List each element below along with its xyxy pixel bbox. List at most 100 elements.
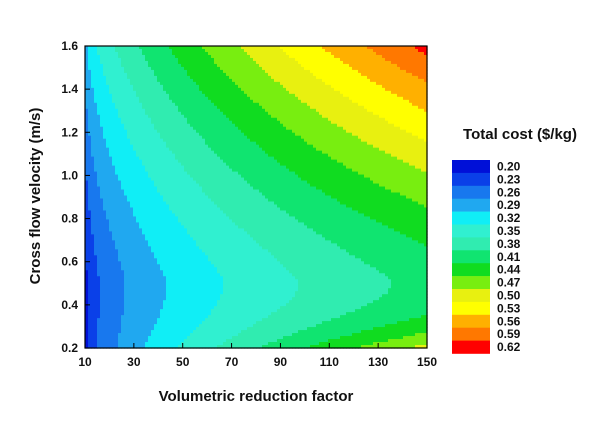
contour-cell [151, 321, 155, 325]
contour-cell [112, 180, 116, 185]
contour-cell [154, 204, 158, 209]
contour-cell [166, 156, 170, 161]
contour-cell [130, 243, 134, 247]
contour-cell [178, 237, 182, 241]
contour-cell [211, 180, 215, 185]
contour-cell [205, 174, 209, 179]
contour-cell [175, 135, 179, 140]
contour-cell [163, 168, 167, 173]
contour-cell [88, 78, 92, 83]
contour-cell [136, 252, 140, 256]
contour-cell [112, 222, 116, 227]
contour-cell [208, 162, 212, 167]
contour-cell [100, 207, 104, 212]
contour-cell [97, 120, 101, 125]
contour-cell [112, 102, 116, 107]
contour-cell [184, 273, 188, 277]
contour-cell [193, 222, 197, 227]
contour-cell [112, 246, 116, 250]
contour-cell [118, 240, 122, 244]
contour-cell [97, 108, 101, 113]
contour-cell [118, 273, 122, 277]
contour-cell [127, 135, 131, 140]
contour-cell [154, 60, 158, 65]
contour-cell [115, 231, 119, 235]
contour-cell [127, 339, 131, 343]
contour-cell [181, 309, 185, 313]
contour-cell [157, 336, 161, 340]
contour-cell [205, 108, 209, 113]
contour-cell [157, 90, 161, 95]
contour-cell [157, 153, 161, 158]
contour-cell [100, 330, 104, 334]
contour-cell [103, 321, 107, 325]
contour-cell [127, 165, 131, 170]
contour-cell [190, 258, 194, 262]
contour-cell [160, 195, 164, 200]
contour-cell [112, 90, 116, 95]
contour-cell [100, 57, 104, 62]
contour-cell [85, 198, 89, 203]
contour-cell [190, 201, 194, 206]
contour-cell [100, 288, 104, 292]
contour-cell [163, 231, 167, 235]
contour-cell [109, 171, 113, 176]
contour-cell [187, 78, 191, 83]
contour-cell [187, 324, 191, 328]
contour-cell [133, 309, 137, 313]
contour-cell [127, 105, 131, 110]
contour-cell [190, 156, 194, 161]
contour-cell [127, 273, 131, 277]
contour-cell [157, 48, 161, 53]
contour-cell [187, 48, 191, 53]
contour-cell [193, 165, 197, 170]
contour-cell [184, 216, 188, 221]
contour-cell [145, 141, 149, 146]
contour-cell [193, 150, 197, 155]
contour-cell [121, 207, 125, 212]
contour-cell [172, 240, 176, 244]
contour-cell [118, 111, 122, 116]
contour-cell [172, 201, 176, 206]
contour-cell [193, 225, 197, 229]
contour-cell [88, 195, 92, 200]
contour-cell [103, 261, 107, 265]
contour-cell [157, 51, 161, 56]
contour-cell [160, 99, 164, 104]
contour-cell [148, 333, 152, 337]
contour-cell [139, 324, 143, 328]
contour-cell [151, 153, 155, 158]
contour-cell [151, 288, 155, 292]
contour-cell [151, 138, 155, 143]
contour-cell [139, 159, 143, 164]
contour-cell [172, 261, 176, 265]
contour-cell [136, 57, 140, 62]
contour-cell [121, 276, 125, 280]
contour-cell [199, 123, 203, 128]
contour-cell [121, 294, 125, 298]
contour-cell [109, 117, 113, 122]
contour-cell [91, 276, 95, 280]
contour-cell [199, 180, 203, 185]
contour-cell [157, 303, 161, 307]
contour-cell [121, 117, 125, 122]
contour-cell [190, 261, 194, 265]
contour-cell [172, 60, 176, 65]
contour-cell [124, 183, 128, 188]
contour-cell [175, 276, 179, 280]
contour-cell [121, 186, 125, 191]
contour-cell [88, 228, 92, 232]
contour-cell [91, 87, 95, 92]
contour-cell [193, 246, 197, 250]
contour-cell [127, 138, 131, 143]
contour-cell [187, 204, 191, 209]
contour-cell [130, 339, 134, 343]
contour-cell [208, 261, 212, 265]
contour-cell [181, 255, 185, 259]
contour-cell [205, 66, 209, 71]
contour-cell [151, 87, 155, 92]
contour-cell [136, 201, 140, 206]
contour-cell [139, 51, 143, 56]
contour-cell [103, 108, 107, 113]
contour-cell [94, 87, 98, 92]
